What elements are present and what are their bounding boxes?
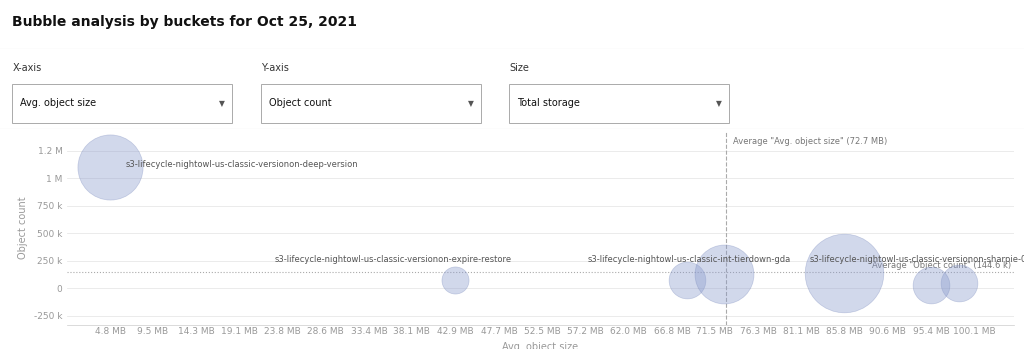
Point <box>716 271 732 277</box>
Text: Total storage: Total storage <box>517 98 580 109</box>
Text: s3-lifecycle-nightowl-us-classic-int-tierdown-gda: s3-lifecycle-nightowl-us-classic-int-tie… <box>588 254 791 263</box>
Point <box>951 280 968 285</box>
Text: Size: Size <box>509 63 528 73</box>
FancyBboxPatch shape <box>261 84 481 123</box>
Y-axis label: Object count: Object count <box>18 196 29 259</box>
FancyBboxPatch shape <box>12 84 232 123</box>
Point <box>836 270 852 276</box>
Point <box>101 164 118 170</box>
Text: Average "Object count" (144.6 k): Average "Object count" (144.6 k) <box>871 261 1011 270</box>
Text: Y-axis: Y-axis <box>261 63 289 73</box>
Point <box>447 277 464 283</box>
Text: ▼: ▼ <box>468 99 474 108</box>
Text: X-axis: X-axis <box>12 63 42 73</box>
Text: s3-lifecycle-nightowl-us-classic-versionon-deep-version: s3-lifecycle-nightowl-us-classic-version… <box>126 161 358 170</box>
X-axis label: Avg. object size: Avg. object size <box>502 342 579 349</box>
Text: ▼: ▼ <box>716 99 722 108</box>
Text: s3-lifecycle-nightowl-us-classic-versionon-expire-restore: s3-lifecycle-nightowl-us-classic-version… <box>275 254 512 263</box>
Text: s3-lifecycle-nightowl-us-classic-versionon-sharpie-0-day: s3-lifecycle-nightowl-us-classic-version… <box>810 254 1024 263</box>
Text: ▼: ▼ <box>219 99 225 108</box>
Text: Bubble analysis by buckets for Oct 25, 2021: Bubble analysis by buckets for Oct 25, 2… <box>12 15 357 29</box>
Text: Avg. object size: Avg. object size <box>20 98 96 109</box>
Text: Object count: Object count <box>269 98 332 109</box>
FancyBboxPatch shape <box>509 84 729 123</box>
Point <box>923 282 939 288</box>
Text: Average "Avg. object size" (72.7 MB): Average "Avg. object size" (72.7 MB) <box>733 137 887 146</box>
Point <box>679 277 695 283</box>
